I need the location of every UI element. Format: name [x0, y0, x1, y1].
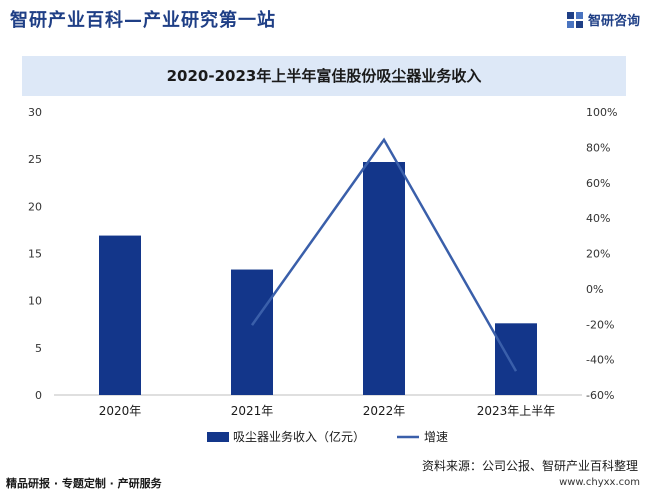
- brand-title: 智研产业百科—产业研究第一站: [10, 10, 276, 31]
- y-left-tick-label: 15: [28, 248, 42, 261]
- chart-title: 2020-2023年上半年富佳股份吸尘器业务收入: [166, 67, 482, 85]
- y-left-tick-label: 5: [35, 342, 42, 355]
- legend: 吸尘器业务收入（亿元） 增速: [207, 429, 448, 444]
- y-right-tick-label: 20%: [586, 248, 610, 261]
- chart-axes: 0 5 10 15 20 25 30 -60% -40% -20% 0% 20% 40% 60% 80% 10…: [28, 106, 617, 402]
- y-right-tick-label: 40%: [586, 212, 610, 225]
- bar: [495, 323, 537, 395]
- y-left-tick-label: 10: [28, 295, 42, 308]
- zhiyan-logo-icon: [566, 11, 583, 28]
- x-tick-label: 2023年上半年: [477, 404, 556, 418]
- x-tick-label: 2021年: [231, 404, 274, 418]
- x-tick-label: 2020年: [99, 404, 142, 418]
- y-right-tick-label: -60%: [586, 389, 614, 402]
- y-right-tick-label: 80%: [586, 141, 610, 154]
- y-right-tick-label: 100%: [586, 106, 617, 119]
- legend-bar-swatch: [207, 432, 229, 442]
- y-right-tick-label: -40%: [586, 354, 614, 367]
- bar: [363, 161, 405, 395]
- header-bar: 智研产业百科—产业研究第一站 智研咨询: [0, 0, 648, 40]
- x-tick-label: 2022年: [363, 404, 406, 418]
- source-note: 资料来源：公司公报、智研产业百科整理: [421, 459, 638, 473]
- y-left-tick-label: 30: [28, 106, 42, 119]
- logo: 智研咨询: [566, 10, 640, 29]
- footer: 精品研报 · 专题定制 · 产研服务 www.chyxx.com: [0, 468, 648, 494]
- y-right-tick-label: 60%: [586, 177, 610, 190]
- legend-line-label: 增速: [424, 430, 448, 444]
- y-right-tick-label: -20%: [586, 318, 614, 331]
- y-right-tick-label: 0%: [586, 283, 603, 296]
- line-series: [250, 137, 518, 372]
- footer-url[interactable]: www.chyxx.com: [559, 477, 640, 488]
- x-axis-labels: 2020年 2021年 2022年 2023年上半年: [99, 404, 556, 418]
- y-left-tick-label: 25: [28, 153, 42, 166]
- y-left-tick-label: 20: [28, 200, 42, 213]
- bar: [99, 235, 141, 395]
- bar: [231, 269, 273, 395]
- chart-title-bar: 2020-2023年上半年富佳股份吸尘器业务收入: [22, 56, 626, 96]
- y-left-tick-label: 0: [35, 389, 42, 402]
- footer-tagline: 精品研报 · 专题定制 · 产研服务: [6, 477, 162, 490]
- logo-text: 智研咨询: [587, 14, 640, 29]
- legend-bar-label: 吸尘器业务收入（亿元）: [233, 429, 365, 444]
- bar-series: [99, 161, 537, 395]
